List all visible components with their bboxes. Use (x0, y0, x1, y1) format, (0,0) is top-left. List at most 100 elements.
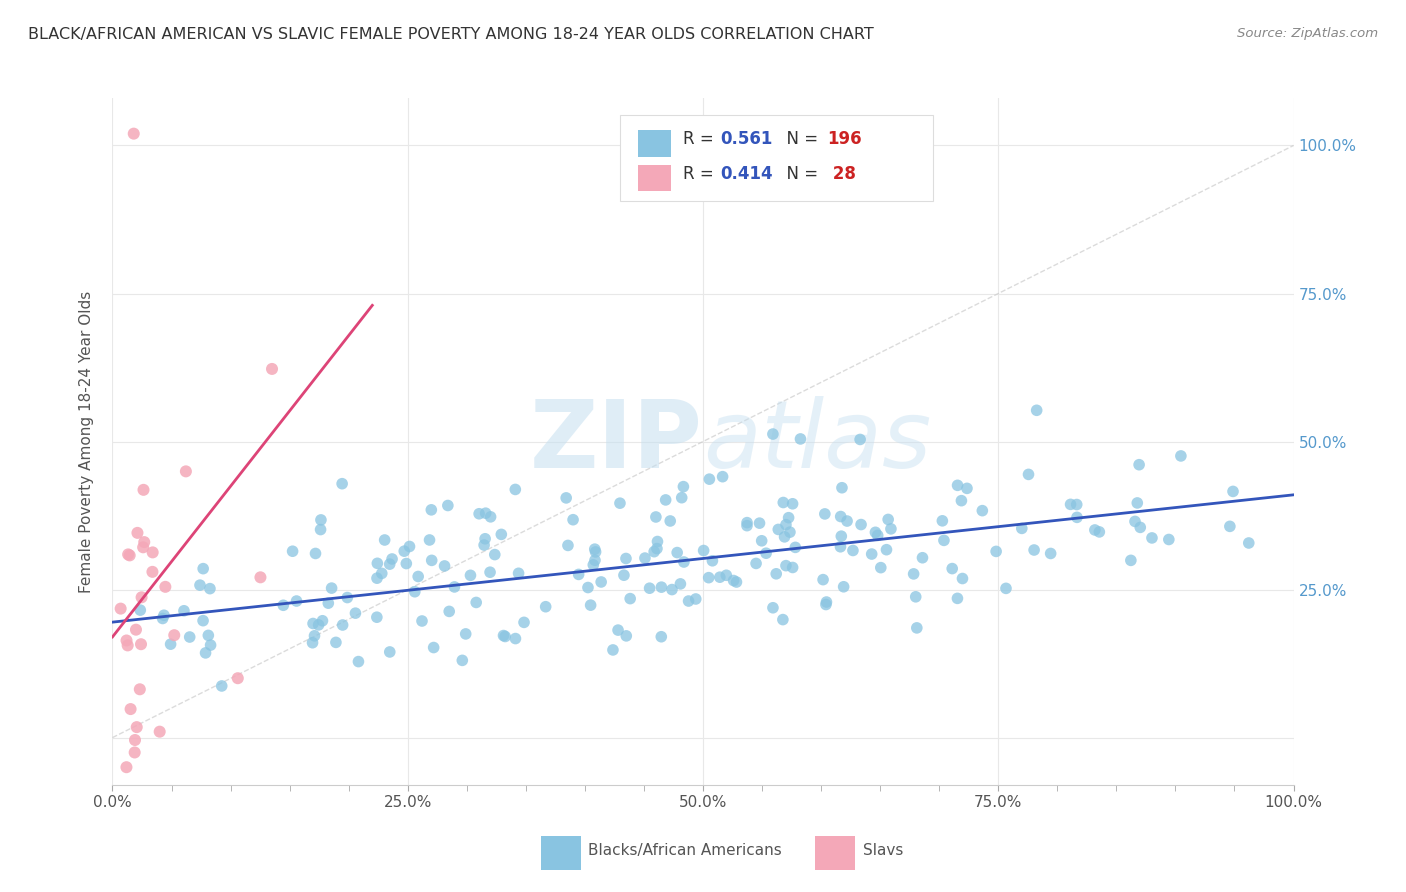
Point (745, 557, 768, 571)
Point (191, 614, 214, 628)
Point (692, 543, 714, 558)
Point (755, 546, 778, 560)
Point (127, 525, 149, 540)
Point (366, 610, 388, 624)
Point (877, 512, 900, 526)
Point (344, 606, 367, 620)
Point (614, 551, 637, 566)
Point (634, 551, 657, 566)
Text: R =: R = (683, 165, 718, 183)
Point (557, 538, 579, 552)
Point (395, 557, 418, 571)
Point (302, 616, 325, 631)
Point (568, 567, 591, 582)
Point (163, 628, 186, 642)
Point (614, 629, 637, 643)
Point (1011, 521, 1033, 535)
Point (226, 671, 249, 685)
Point (492, 628, 515, 642)
Point (1018, 467, 1040, 482)
Point (437, 604, 460, 618)
Text: ZIP: ZIP (530, 395, 703, 488)
Point (832, 580, 855, 594)
Point (815, 595, 838, 609)
Point (155, 580, 177, 594)
Point (782, 560, 804, 574)
Point (406, 569, 429, 583)
Point (366, 557, 388, 571)
Point (830, 509, 852, 524)
Point (433, 558, 456, 573)
Point (1222, 484, 1244, 499)
Point (1128, 458, 1150, 472)
Point (814, 507, 837, 521)
Point (751, 533, 773, 548)
Point (785, 541, 807, 555)
Text: atlas: atlas (703, 396, 931, 487)
Point (378, 557, 401, 571)
Point (1237, 536, 1260, 550)
Point (903, 566, 925, 581)
Point (281, 544, 304, 558)
Text: 28: 28 (827, 165, 856, 183)
Point (768, 523, 790, 537)
Text: 196: 196 (827, 130, 862, 148)
Point (332, 618, 354, 632)
Point (946, 478, 969, 492)
Point (125, 623, 148, 637)
Point (699, 472, 721, 486)
Point (582, 558, 605, 572)
Point (772, 495, 794, 509)
Point (378, 645, 401, 659)
Point (132, 483, 155, 497)
Point (285, 594, 308, 608)
Point (650, 630, 672, 644)
Text: N =: N = (776, 130, 824, 148)
Point (309, 513, 332, 527)
Point (1219, 519, 1241, 533)
Point (304, 629, 326, 643)
Point (508, 566, 530, 581)
Point (460, 568, 482, 582)
Point (583, 542, 606, 557)
Point (374, 533, 396, 547)
Point (1066, 498, 1088, 512)
Point (124, 733, 146, 747)
Point (179, 630, 201, 644)
FancyBboxPatch shape (620, 115, 934, 202)
Point (194, 646, 217, 660)
Point (120, 702, 142, 716)
Point (835, 514, 858, 528)
Point (865, 525, 887, 540)
Point (188, 578, 211, 592)
Point (735, 516, 758, 530)
Text: Slavs: Slavs (863, 843, 904, 858)
Point (131, 591, 153, 605)
Point (778, 510, 800, 524)
Point (602, 643, 624, 657)
Point (941, 561, 963, 575)
Point (404, 584, 426, 599)
Point (654, 492, 676, 507)
Point (420, 503, 443, 517)
Point (775, 517, 797, 532)
Point (905, 621, 928, 635)
Point (193, 561, 215, 575)
Point (491, 527, 513, 541)
Point (613, 568, 636, 582)
Point (831, 481, 853, 495)
Point (505, 632, 527, 646)
Point (309, 523, 332, 537)
Point (562, 513, 585, 527)
Point (260, 362, 283, 376)
Point (122, 127, 145, 141)
Point (697, 571, 720, 585)
Point (336, 591, 359, 605)
Point (484, 548, 506, 562)
Point (619, 591, 641, 606)
Point (647, 534, 669, 549)
Point (117, 639, 139, 653)
Point (304, 546, 326, 560)
Y-axis label: Female Poverty Among 18-24 Year Olds: Female Poverty Among 18-24 Year Olds (79, 291, 94, 592)
Point (880, 522, 903, 536)
